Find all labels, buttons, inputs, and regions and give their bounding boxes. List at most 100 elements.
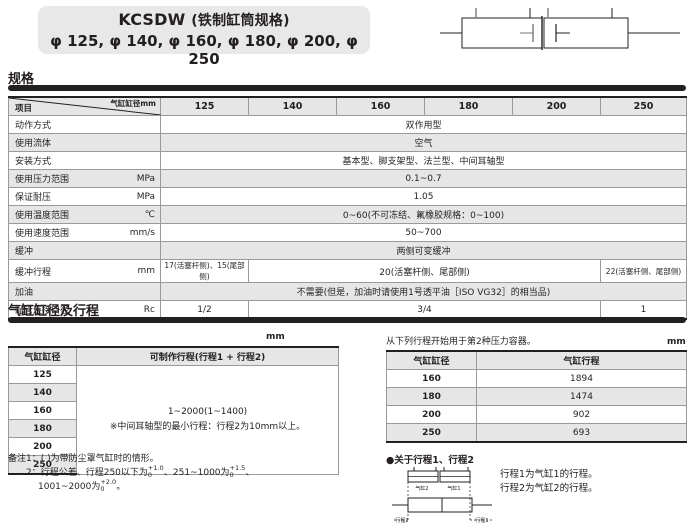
spec-unit bbox=[104, 133, 161, 152]
spec-unit bbox=[104, 151, 161, 170]
table-row: 140 bbox=[8, 383, 339, 402]
table-corner-cell: 项目 气缸缸径mm bbox=[8, 96, 161, 116]
product-title-line: KCSDW (铁制缸筒规格) bbox=[38, 10, 370, 30]
second-vessel-note: 从下列行程开始用于第2种压力容器。 bbox=[386, 337, 536, 347]
footnote-2: 2：行程公差、行程250以下为 +1.0 0 、251~1000为 +1.5 0、 bbox=[26, 463, 255, 480]
spec-label: 使用流体 bbox=[8, 133, 105, 152]
stroke1-description: 行程1为气缸1的行程。 bbox=[500, 469, 598, 480]
tolerance-fraction-3: +2.0 0 bbox=[100, 477, 117, 493]
spec-value: 1.05 bbox=[160, 187, 687, 206]
tolerance-lower: 0 bbox=[100, 484, 105, 493]
table-row: 使用压力范围 MPa 0.1~0.7 bbox=[8, 169, 687, 188]
section-heading-stroke: 气缸缸径及行程 bbox=[8, 304, 100, 319]
table-row: 250 693 bbox=[386, 423, 687, 443]
table-row: 加油 不需要(但是，加油时请使用1号透平油［ISO VG32］的相当品) bbox=[8, 282, 687, 301]
bore-cell: 125 bbox=[8, 365, 77, 384]
product-bore-sizes: φ 125, φ 140, φ 160, φ 180, φ 200, φ 250 bbox=[50, 32, 358, 68]
footnote-2-pre: 2：行程公差、行程250以下为 bbox=[26, 468, 148, 478]
spec-unit: mm bbox=[104, 259, 161, 283]
stroke-cell: 902 bbox=[476, 405, 687, 424]
footnote-2-end: 、 bbox=[245, 468, 255, 478]
tolerance-lower: 0 bbox=[147, 470, 153, 479]
footnote-2-mid: 、251~1000为 bbox=[163, 468, 230, 478]
footnote-1: 备注1：( )为带防尘罩气缸时的情形。 bbox=[8, 454, 159, 464]
stroke2-description: 行程2为气缸2的行程。 bbox=[500, 483, 598, 494]
producible-stroke-table: 气缸缸径 可制作行程(行程1 + 行程2) 125 1~2000(1~1400)… bbox=[8, 346, 339, 475]
corner-item-label: 项目 bbox=[15, 104, 33, 114]
product-title-note: (铁制缸筒规格) bbox=[191, 13, 290, 29]
spec-label: 使用速度范围 bbox=[8, 223, 105, 242]
stroke-explain-heading: ●关于行程1、行程2 bbox=[386, 455, 475, 466]
product-model: KCSDW bbox=[118, 10, 186, 29]
spec-value: 两侧可变缓冲 bbox=[160, 241, 687, 260]
spec-label: 安装方式 bbox=[8, 151, 105, 170]
footnote-3-end: 。 bbox=[116, 482, 126, 492]
col-header-bore: 气缸缸径 bbox=[386, 350, 477, 370]
section-rule-spec bbox=[8, 85, 686, 91]
table-row: 保证耐压 MPa 1.05 bbox=[8, 187, 687, 206]
table-row: 安装方式 基本型、脚支架型、法兰型、中间耳轴型 bbox=[8, 151, 687, 170]
bore-header-cell: 125 bbox=[160, 96, 249, 116]
table-row: 使用速度范围 mm/s 50~700 bbox=[8, 223, 687, 242]
spec-label: 使用压力范围 bbox=[8, 169, 105, 188]
spec-value: 20(活塞杆侧、尾部侧) bbox=[248, 259, 601, 283]
bore-header-cell: 200 bbox=[512, 96, 601, 116]
col-header-stroke: 气缸行程 bbox=[476, 350, 687, 370]
spec-value: 17(活塞杆侧)、15(尾部侧) bbox=[160, 259, 249, 283]
tandem-cylinder-diagram: 气缸2 气缸1 行程2 行程1 bbox=[392, 466, 500, 528]
tolerance-upper: +1.5 bbox=[229, 463, 246, 472]
bore-cell: 250 bbox=[8, 455, 77, 475]
footnotes: 备注1：( )为带防尘罩气缸时的情形。 2：行程公差、行程250以下为 +1.0 0… bbox=[8, 452, 255, 494]
spec-label: 加油 bbox=[8, 282, 105, 301]
footnote-2-cont: 1001~2000为 +2.0 0。 bbox=[38, 477, 255, 494]
svg-text:行程2: 行程2 bbox=[395, 517, 408, 524]
spec-value: 双作用型 bbox=[160, 115, 687, 134]
tolerance-upper: +2.0 bbox=[100, 477, 117, 486]
spec-label: 保证耐压 bbox=[8, 187, 105, 206]
section-heading-spec: 规格 bbox=[8, 72, 35, 87]
tolerance-lower: 0 bbox=[229, 470, 234, 479]
unit-label-right-table: mm bbox=[667, 337, 686, 347]
unit-label-left-table: mm bbox=[266, 332, 285, 342]
spec-value: 50~700 bbox=[160, 223, 687, 242]
spec-value: 0.1~0.7 bbox=[160, 169, 687, 188]
table-row: 180 1474 bbox=[386, 387, 687, 406]
producible-stroke-value: 1~2000(1~1400) ※中间耳轴型的最小行程：行程2为10mm以上。 bbox=[76, 365, 339, 475]
bore-cell: 140 bbox=[8, 383, 77, 402]
spec-unit: MPa bbox=[104, 169, 161, 188]
tolerance-fraction-1: +1.0 0 bbox=[147, 464, 164, 479]
product-title-banner: KCSDW (铁制缸筒规格) φ 125, φ 140, φ 160, φ 18… bbox=[38, 6, 370, 68]
spec-label: 缓冲行程 bbox=[8, 259, 105, 283]
table-row: 200 bbox=[8, 437, 339, 456]
spec-label: 动作方式 bbox=[8, 115, 105, 134]
spec-label: 使用温度范围 bbox=[8, 205, 105, 224]
tolerance-fraction-2: +1.5 0 bbox=[229, 463, 246, 479]
bore-header-cell: 160 bbox=[336, 96, 425, 116]
spec-value: 不需要(但是，加油时请使用1号透平油［ISO VG32］的相当品) bbox=[160, 282, 687, 301]
spec-unit: MPa bbox=[104, 187, 161, 206]
stroke-cell: 1474 bbox=[476, 387, 687, 406]
spec-label: 缓冲 bbox=[8, 241, 105, 260]
svg-text:气缸2: 气缸2 bbox=[415, 485, 428, 492]
table-row: 160 1894 bbox=[386, 369, 687, 388]
spec-unit bbox=[104, 115, 161, 134]
spec-unit: ℃ bbox=[104, 205, 161, 224]
bore-cell: 160 bbox=[8, 401, 77, 420]
spec-unit bbox=[104, 282, 161, 301]
table-row: 200 902 bbox=[386, 405, 687, 424]
bore-cell: 200 bbox=[8, 437, 77, 456]
bore-cell: 160 bbox=[386, 369, 477, 388]
svg-text:行程1: 行程1 bbox=[475, 517, 488, 524]
col-header-bore: 气缸缸径 bbox=[8, 346, 77, 366]
cylinder-symbol-icon bbox=[440, 6, 680, 58]
specification-table: 项目 气缸缸径mm 125 140 160 180 200 250 动作方式 双… bbox=[8, 96, 687, 320]
spec-unit: mm/s bbox=[104, 223, 161, 242]
bore-header-cell: 250 bbox=[600, 96, 687, 116]
table-row: 250 bbox=[8, 455, 339, 475]
table-row: 使用流体 空气 bbox=[8, 133, 687, 152]
spec-value: 空气 bbox=[160, 133, 687, 152]
bore-header-cell: 140 bbox=[248, 96, 337, 116]
corner-bore-label: 气缸缸径mm bbox=[110, 99, 156, 108]
table-row: 125 1~2000(1~1400) ※中间耳轴型的最小行程：行程2为10mm以… bbox=[8, 365, 339, 475]
